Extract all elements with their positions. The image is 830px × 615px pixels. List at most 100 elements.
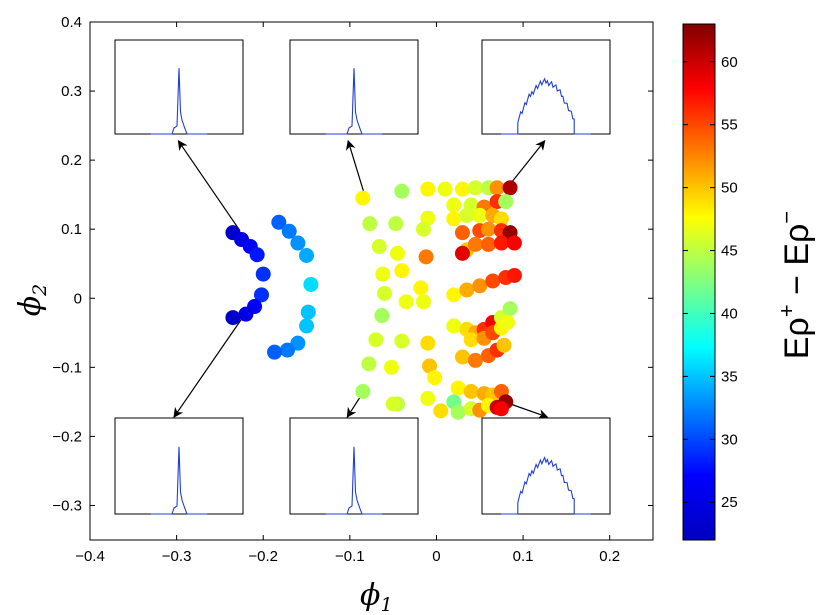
colorbar-label: Eρ+ − Eρ−	[774, 211, 816, 360]
data-point	[266, 344, 282, 360]
inset-curve	[325, 446, 383, 515]
data-point	[472, 278, 488, 294]
x-tick-label: −0.3	[162, 548, 192, 565]
data-point	[493, 235, 509, 251]
data-point	[368, 332, 384, 348]
inset-frame	[481, 39, 611, 135]
colorbar-tick-label: 60	[721, 54, 738, 71]
inset-frame	[114, 39, 244, 135]
data-point	[420, 335, 436, 351]
data-point	[467, 236, 483, 252]
x-tick-label: 0.1	[513, 548, 534, 565]
data-point	[502, 301, 518, 317]
data-point	[389, 245, 405, 261]
y-tick-label: 0.3	[61, 83, 82, 100]
data-point	[253, 287, 269, 303]
data-point	[374, 308, 390, 324]
colorbar-tick-label: 25	[721, 494, 738, 511]
data-point	[459, 207, 475, 223]
data-point	[496, 337, 512, 353]
data-point	[394, 263, 410, 279]
data-point	[385, 396, 401, 412]
y-tick-label: −0.1	[52, 359, 82, 376]
x-tick-label: −0.4	[75, 548, 105, 565]
data-point	[388, 216, 404, 232]
data-point	[299, 247, 315, 263]
inset-curve	[501, 456, 591, 515]
data-point	[454, 181, 470, 197]
data-point	[454, 245, 470, 261]
inset-arrow	[507, 140, 546, 187]
data-point	[454, 349, 470, 365]
data-point	[467, 352, 483, 368]
data-point	[355, 190, 371, 206]
y-tick-label: 0	[74, 290, 82, 307]
inset-curve	[150, 446, 208, 515]
data-point	[427, 370, 443, 386]
colorbar-tick-label: 40	[721, 305, 738, 322]
colorbar-tick-label: 50	[721, 180, 738, 197]
colorbar-ticks: 25 30 35 40 45 50 55 60	[683, 54, 738, 511]
data-point	[375, 266, 391, 282]
data-point	[418, 249, 434, 265]
data-point	[446, 287, 462, 303]
data-point	[467, 180, 483, 196]
data-point	[454, 225, 470, 241]
data-points	[225, 180, 522, 420]
data-point	[225, 310, 241, 326]
data-point	[420, 390, 436, 406]
data-point	[506, 267, 522, 283]
data-point	[502, 180, 518, 196]
data-point	[480, 221, 496, 237]
inset-arrow	[173, 318, 243, 418]
data-point	[446, 211, 462, 227]
data-point	[362, 216, 378, 232]
data-point	[480, 236, 496, 252]
colorbar	[682, 23, 716, 541]
data-point	[420, 181, 436, 197]
data-point	[463, 384, 479, 400]
data-point	[383, 359, 399, 375]
data-point	[422, 358, 438, 374]
data-point	[279, 342, 295, 358]
data-point	[446, 318, 462, 334]
x-tick-label: −0.1	[335, 548, 365, 565]
data-point	[446, 197, 462, 213]
data-point	[300, 304, 316, 320]
data-point	[499, 314, 515, 330]
data-point	[415, 294, 431, 310]
inset-curve	[150, 68, 208, 135]
inset-arrow	[508, 402, 549, 419]
x-axis: −0.4 −0.3 −0.2 −0.1 0 0.1 0.2	[75, 22, 620, 565]
data-point	[371, 238, 387, 254]
data-point	[394, 333, 410, 349]
inset-arrow	[177, 139, 241, 231]
x-tick-label: 0	[432, 548, 440, 565]
data-point	[249, 247, 265, 263]
colorbar-tick-label: 45	[721, 243, 738, 260]
data-point	[463, 332, 479, 348]
data-point	[281, 223, 297, 239]
data-point	[299, 318, 315, 334]
data-point	[398, 294, 414, 310]
y-tick-label: 0.1	[61, 221, 82, 238]
colorbar-tick-label: 55	[721, 117, 738, 134]
data-point	[450, 380, 466, 396]
data-point	[485, 273, 501, 289]
inset-panel	[114, 417, 244, 515]
data-point	[498, 194, 514, 210]
data-point	[493, 211, 509, 227]
data-point	[415, 221, 431, 237]
inset-arrows	[173, 139, 549, 419]
data-point	[361, 356, 377, 372]
inset-frame	[114, 417, 244, 515]
y-axis: 0.4 0.3 0.2 0.1 0 −0.1 −0.2 −0.3	[52, 14, 653, 514]
data-point	[489, 180, 505, 196]
data-point	[437, 181, 453, 197]
y-tick-label: 0.2	[61, 152, 82, 169]
x-axis-label: ϕ1	[360, 578, 393, 615]
inset-panel	[481, 39, 611, 135]
inset-panel	[481, 417, 611, 515]
data-point	[376, 285, 392, 301]
